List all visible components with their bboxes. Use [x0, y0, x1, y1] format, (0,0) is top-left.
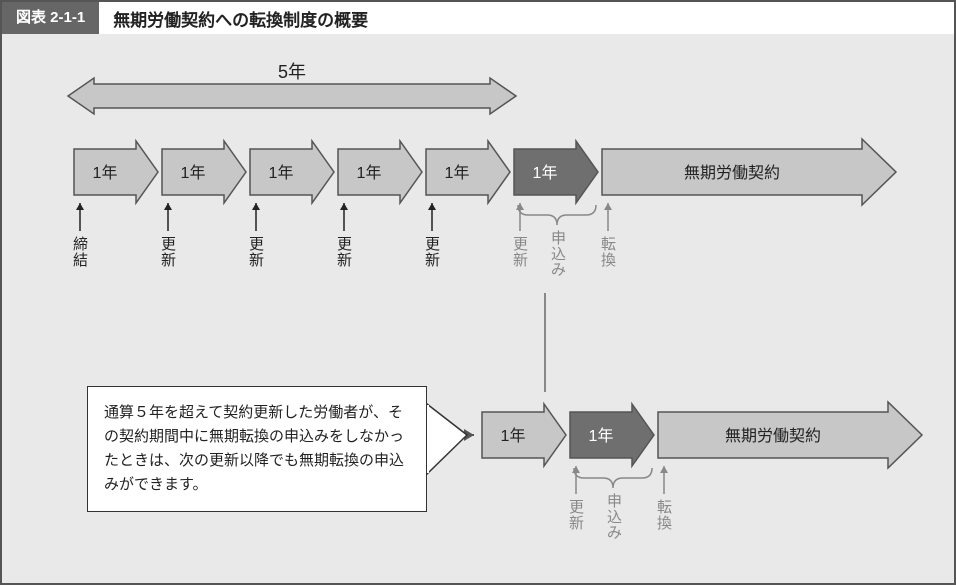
annotation-arrowhead — [572, 466, 580, 473]
block-label-r2: 1年 — [501, 427, 526, 445]
block-label: 1年 — [269, 164, 294, 182]
annotation-arrowhead — [604, 203, 612, 210]
block-label: 1年 — [533, 164, 558, 182]
annotation-r2-2: 転換 — [657, 499, 672, 532]
brace — [574, 468, 652, 488]
annotation-3: 更新 — [337, 236, 352, 269]
annotation-r2-0: 更新 — [569, 499, 584, 532]
annotation-7: 転換 — [601, 236, 616, 269]
brace — [518, 205, 596, 225]
annotation-2: 更新 — [249, 236, 264, 269]
note-box: 通算５年を超えて契約更新した労働者が、その契約期間中に無期転換の申込みをしなかっ… — [87, 386, 427, 512]
annotation-0: 締結 — [73, 236, 88, 269]
span-arrow — [68, 78, 516, 114]
annotation-arrowhead — [252, 203, 260, 210]
annotation-5: 更新 — [513, 236, 528, 269]
annotation-arrowhead — [660, 466, 668, 473]
note-pointer — [427, 404, 467, 474]
annotation-1: 更新 — [161, 236, 176, 269]
block-label: 1年 — [357, 164, 382, 182]
annotation-r2-1: 申込み — [607, 493, 622, 542]
figure-container: 図表 2-1-1 無期労働契約への転換制度の概要 1年1年1年1年1年1年無期労… — [0, 0, 956, 585]
annotation-arrowhead — [76, 203, 84, 210]
annotation-6: 申込み — [551, 230, 566, 279]
block-label-r2: 1年 — [589, 427, 614, 445]
final-label-r2: 無期労働契約 — [725, 427, 821, 445]
block-label: 1年 — [445, 164, 470, 182]
figure-title: 無期労働契約への転換制度の概要 — [99, 2, 382, 35]
block-label: 1年 — [181, 164, 206, 182]
annotation-arrowhead — [516, 203, 524, 210]
final-label: 無期労働契約 — [684, 164, 780, 182]
block-label: 1年 — [93, 164, 118, 182]
annotation-arrowhead — [164, 203, 172, 210]
annotation-arrowhead — [428, 203, 436, 210]
annotation-arrowhead — [340, 203, 348, 210]
figure-number-badge: 図表 2-1-1 — [2, 2, 99, 35]
diagram-canvas: 1年1年1年1年1年1年無期労働契約5年締結更新更新更新更新更新申込み転換1年1… — [2, 34, 954, 583]
title-bar: 図表 2-1-1 無期労働契約への転換制度の概要 — [2, 2, 954, 37]
span-label: 5年 — [278, 62, 306, 82]
annotation-4: 更新 — [425, 236, 440, 269]
